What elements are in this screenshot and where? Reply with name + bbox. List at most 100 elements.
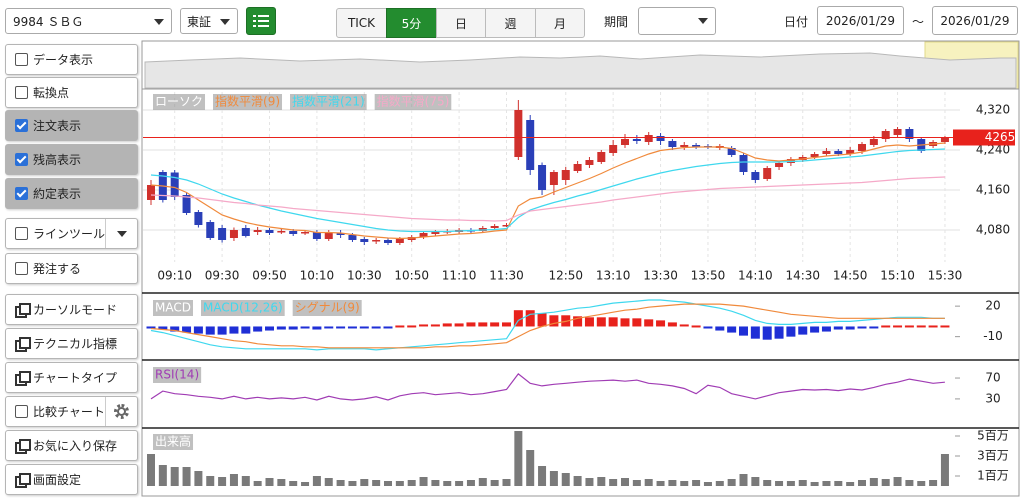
sidebar-button[interactable]: ラインツール	[5, 218, 138, 249]
histogram-bar	[750, 326, 760, 339]
candle-body	[336, 233, 345, 235]
volume-bar	[763, 480, 772, 486]
y-tick-label: 4,240	[976, 143, 1010, 157]
sidebar-button[interactable]: 比較チャート	[5, 396, 138, 427]
market: 東証	[187, 14, 212, 29]
volume-bar	[573, 476, 582, 486]
legend-item: 指数平滑(21)	[290, 94, 367, 110]
histogram-bar	[265, 326, 274, 331]
checkbox	[15, 187, 28, 200]
sidebar-button[interactable]: チャートタイプ	[5, 362, 138, 393]
sidebar-button[interactable]: 発注する	[5, 253, 138, 284]
x-tick-label: 13:30	[643, 269, 678, 283]
button-label: カーソルモード	[33, 303, 118, 317]
sidebar-button[interactable]: テクニカル指標	[5, 328, 138, 359]
histogram-bar	[904, 325, 914, 328]
volume-bar	[265, 478, 274, 486]
volume-bar	[775, 481, 784, 486]
candle-body	[846, 150, 855, 154]
histogram-bar	[454, 323, 464, 327]
candle-body	[739, 155, 748, 172]
candle-body	[940, 137, 949, 142]
date-from[interactable]: 2026/01/29	[817, 6, 904, 35]
list-button[interactable]	[246, 7, 276, 35]
sidebar-button[interactable]: データ表示	[5, 44, 138, 75]
volume-bar	[680, 481, 689, 486]
volume-bar	[289, 481, 298, 486]
gear-button[interactable]	[105, 397, 137, 426]
candle-body	[621, 139, 629, 145]
candle-body	[585, 160, 594, 165]
histogram-bar	[312, 326, 322, 330]
timeframe-tab[interactable]: 月	[535, 8, 585, 38]
volume-bar	[324, 478, 333, 486]
histogram-bar	[430, 324, 440, 327]
histogram-bar	[727, 326, 737, 333]
candle-body	[395, 239, 404, 243]
histogram-bar	[632, 318, 642, 327]
symbol-select[interactable]: 9984 ＳＢＧ	[5, 8, 172, 34]
histogram-bar	[193, 326, 203, 334]
sidebar-button[interactable]: 注文表示	[5, 110, 138, 141]
y-tick-label: 30	[985, 391, 1000, 405]
button-label: 残高表示	[33, 153, 82, 167]
histogram-bar	[347, 326, 357, 329]
legend-item: ローソク	[153, 94, 206, 110]
volume-bar	[514, 431, 523, 486]
sidebar-button[interactable]: 残高表示	[5, 144, 138, 175]
symbol: 9984 ＳＢＧ	[13, 14, 84, 29]
x-tick-label: 14:10	[738, 269, 773, 283]
line	[150, 299, 945, 351]
histogram-bar	[229, 326, 239, 334]
timeframe-label: TICK	[347, 16, 376, 30]
sidebar-button[interactable]: カーソルモード	[5, 294, 138, 325]
candle-body	[514, 110, 523, 157]
histogram-bar	[276, 326, 286, 330]
line	[150, 303, 945, 349]
sidebar-button[interactable]: お気に入り保存	[5, 430, 138, 461]
window-icon	[15, 371, 31, 386]
legend-item: MACD	[153, 300, 193, 316]
date-to[interactable]: 2026/01/29	[932, 6, 1018, 35]
histogram-bar	[821, 326, 831, 332]
volume-bar	[644, 479, 653, 486]
x-tick-label: 13:10	[596, 269, 631, 283]
volume-bar	[502, 479, 511, 486]
candle-body	[170, 172, 179, 197]
legend-label: 指数平滑(75)	[377, 94, 450, 109]
histogram-bar	[442, 323, 452, 327]
candle-body	[869, 139, 878, 145]
volume-bar	[372, 480, 381, 486]
y-tick-label: 70	[985, 371, 1000, 385]
candle-body	[751, 172, 760, 180]
volume-bar	[419, 477, 428, 486]
sidebar-button[interactable]: 転換点	[5, 77, 138, 108]
volume-bar	[301, 482, 310, 486]
histogram-bar	[845, 326, 855, 330]
histogram-bar	[762, 326, 772, 340]
volume-bar	[739, 474, 748, 486]
histogram-bar	[810, 326, 820, 333]
timeframe-tab[interactable]: 週	[485, 8, 536, 38]
volume-bar	[585, 478, 594, 486]
volume-bar	[384, 481, 392, 486]
y-tick-label: 4,160	[976, 183, 1010, 197]
candle-body	[147, 185, 155, 200]
sidebar-button[interactable]: 画面設定	[5, 464, 138, 495]
market-select[interactable]: 東証	[180, 8, 238, 34]
x-tick-label: 14:50	[833, 269, 868, 283]
volume-bar	[822, 481, 831, 486]
candle-body	[573, 164, 582, 171]
button-label: 発注する	[33, 262, 82, 276]
histogram-bar	[596, 317, 606, 327]
timeframe-tab[interactable]: 日	[436, 8, 486, 38]
histogram-bar	[739, 326, 748, 336]
volume-bar	[751, 477, 760, 486]
period-select[interactable]	[638, 7, 716, 35]
histogram-bar	[466, 322, 476, 327]
dropdown-button[interactable]	[105, 219, 137, 248]
timeframe-tab[interactable]: 5分	[386, 8, 437, 38]
button-label: チャートタイプ	[33, 371, 117, 385]
sidebar-button[interactable]: 約定表示	[5, 178, 138, 209]
timeframe-tab[interactable]: TICK	[336, 8, 387, 38]
